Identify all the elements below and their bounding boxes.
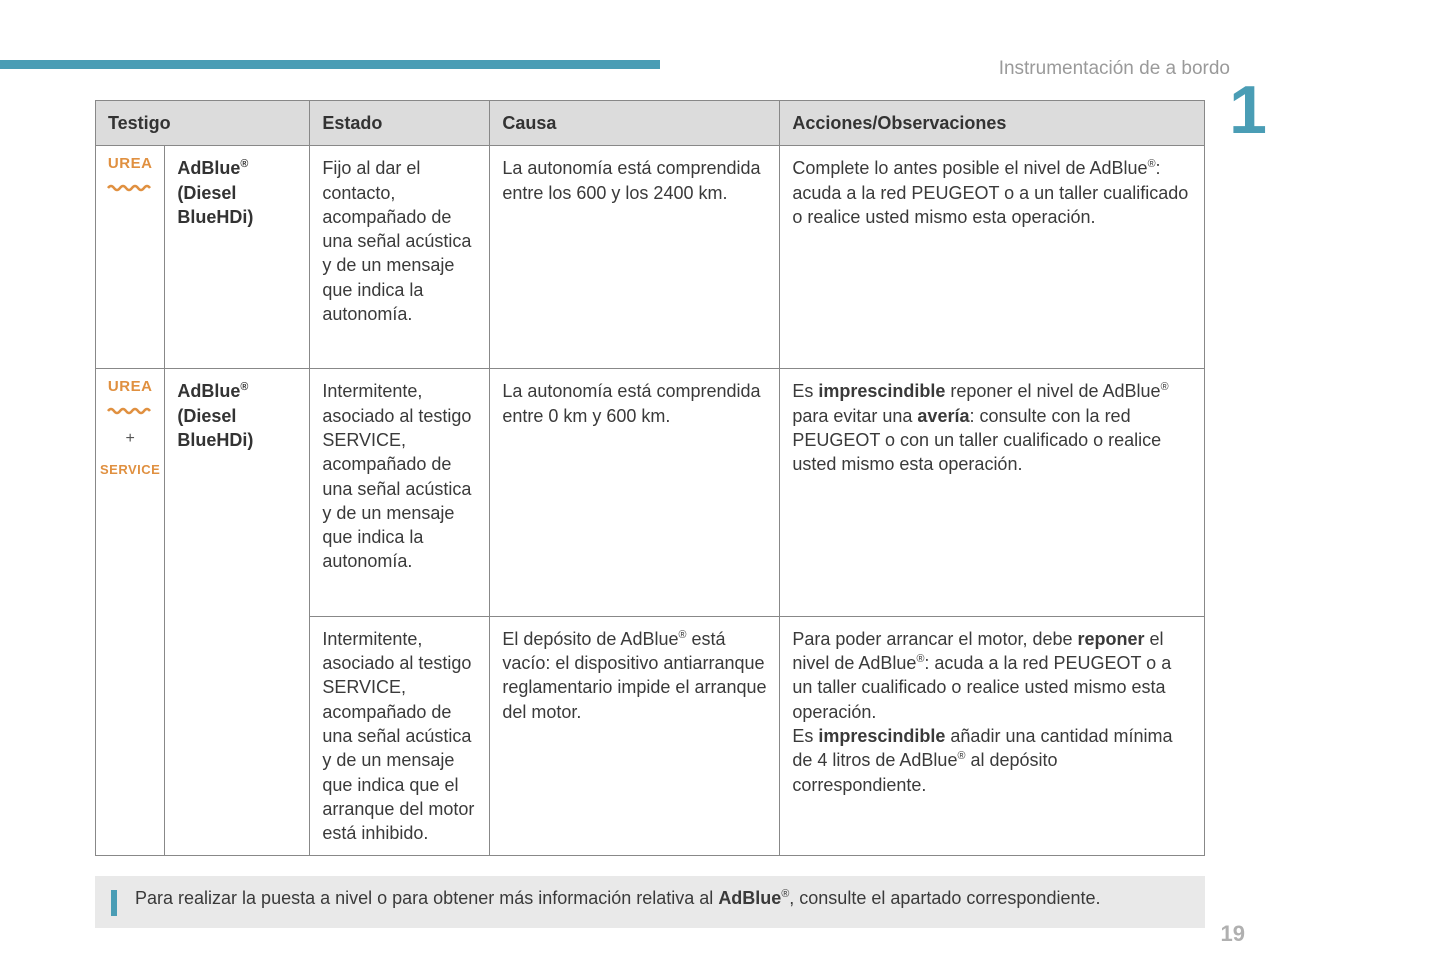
- table-header-row: Testigo Estado Causa Acciones/Observacio…: [96, 101, 1205, 146]
- table-row: UREA AdBlue® (Diesel BlueHDi) Fijo al da…: [96, 146, 1205, 369]
- urea-icon: UREA: [100, 377, 160, 397]
- wave-icon: [107, 406, 153, 416]
- label-subtext: (Diesel BlueHDi): [177, 183, 253, 227]
- text-part: para evitar una: [792, 406, 917, 426]
- text-part: Para poder arrancar el motor, debe: [792, 629, 1077, 649]
- text-bold: reponer: [1078, 629, 1145, 649]
- top-accent-bar: [0, 60, 660, 69]
- indicator-icon-cell: UREA: [96, 146, 165, 369]
- chapter-number: 1: [1229, 80, 1267, 141]
- accion-cell: Para poder arrancar el motor, debe repon…: [780, 616, 1205, 856]
- text-bold: AdBlue: [718, 888, 781, 908]
- th-acciones: Acciones/Observaciones: [780, 101, 1205, 146]
- label-text: AdBlue: [177, 381, 240, 401]
- info-callout: Para realizar la puesta a nivel o para o…: [95, 876, 1205, 928]
- reg-mark: ®: [1148, 158, 1156, 170]
- text-part: Para realizar la puesta a nivel o para o…: [135, 888, 718, 908]
- table-row: UREA + SERVICE AdBlue® (Diesel BlueHDi) …: [96, 369, 1205, 616]
- page-content: Testigo Estado Causa Acciones/Observacio…: [95, 100, 1205, 928]
- urea-icon: UREA: [100, 154, 160, 174]
- warning-lights-table: Testigo Estado Causa Acciones/Observacio…: [95, 100, 1205, 856]
- indicator-label-cell: AdBlue® (Diesel BlueHDi): [165, 369, 310, 856]
- text-part: El depósito de AdBlue: [502, 629, 678, 649]
- accion-cell: Es imprescindible reponer el nivel de Ad…: [780, 369, 1205, 616]
- estado-cell: Intermitente, asociado al testigo SERVIC…: [310, 616, 490, 856]
- causa-cell: La autonomía está comprendida entre los …: [490, 146, 780, 369]
- plus-icon: +: [100, 428, 160, 450]
- label-subtext: (Diesel BlueHDi): [177, 406, 253, 450]
- text-part: Es: [792, 726, 818, 746]
- estado-cell: Fijo al dar el contacto, acompañado de u…: [310, 146, 490, 369]
- reg-mark: ®: [240, 158, 248, 170]
- section-title: Instrumentación de a bordo: [999, 58, 1230, 80]
- accion-cell: Complete lo antes posible el nivel de Ad…: [780, 146, 1205, 369]
- page-number: 19: [1221, 921, 1245, 947]
- causa-cell: El depósito de AdBlue® está vacío: el di…: [490, 616, 780, 856]
- info-icon: [105, 890, 123, 916]
- th-testigo: Testigo: [96, 101, 310, 146]
- reg-mark: ®: [240, 381, 248, 393]
- text-part: Complete lo antes posible el nivel de Ad…: [792, 158, 1147, 178]
- indicator-name: AdBlue® (Diesel BlueHDi): [177, 158, 253, 227]
- th-causa: Causa: [490, 101, 780, 146]
- causa-cell: La autonomía está comprendida entre 0 km…: [490, 369, 780, 616]
- indicator-label-cell: AdBlue® (Diesel BlueHDi): [165, 146, 310, 369]
- text-bold: imprescindible: [818, 381, 945, 401]
- estado-cell: Intermitente, asociado al testigo SERVIC…: [310, 369, 490, 616]
- text-bold: avería: [917, 406, 969, 426]
- text-part: Es: [792, 381, 818, 401]
- service-icon: SERVICE: [100, 462, 160, 477]
- text-part: reponer el nivel de AdBlue: [945, 381, 1160, 401]
- info-text: Para realizar la puesta a nivel o para o…: [135, 888, 1100, 909]
- text-bold: imprescindible: [818, 726, 945, 746]
- wave-icon: [107, 183, 153, 193]
- reg-mark: ®: [1161, 381, 1169, 393]
- text-part: , consulte el apartado correspondiente.: [789, 888, 1100, 908]
- indicator-name: AdBlue® (Diesel BlueHDi): [177, 381, 253, 450]
- indicator-icon-cell: UREA + SERVICE: [96, 369, 165, 856]
- label-text: AdBlue: [177, 158, 240, 178]
- th-estado: Estado: [310, 101, 490, 146]
